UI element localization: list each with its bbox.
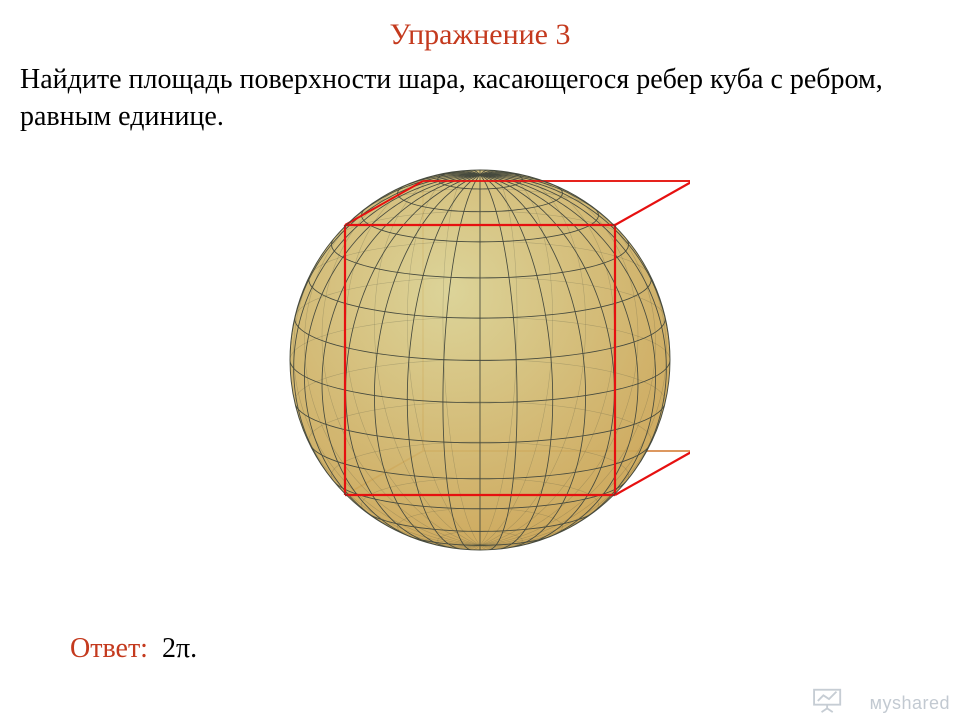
diagram-container bbox=[270, 150, 690, 575]
answer-value: 2π. bbox=[162, 633, 197, 665]
answer-label: Ответ: bbox=[70, 633, 148, 665]
sphere-cube-diagram bbox=[270, 150, 690, 570]
watermark-logo bbox=[810, 686, 848, 714]
problem-text: Найдите площадь поверхности шара, касающ… bbox=[20, 62, 940, 136]
watermark-text: мyshared bbox=[870, 693, 950, 714]
answer-row: Ответ: 2π. bbox=[70, 633, 197, 665]
exercise-title: Упражнение 3 bbox=[0, 18, 960, 52]
